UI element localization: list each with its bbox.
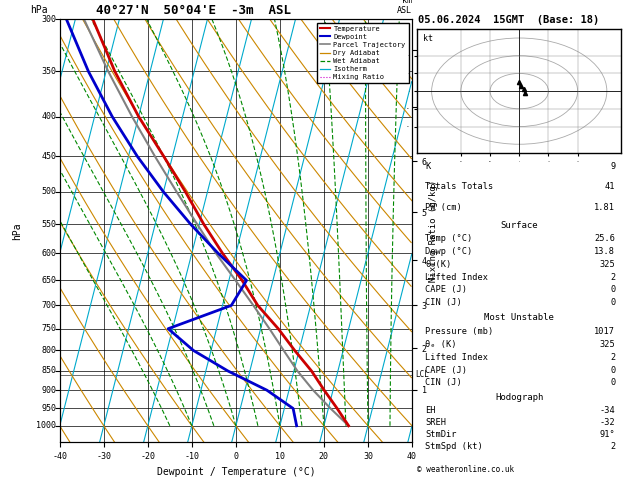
Text: 41: 41	[605, 182, 615, 191]
Text: 1000: 1000	[36, 421, 56, 430]
Text: km
ASL: km ASL	[397, 0, 412, 15]
Text: -32: -32	[599, 417, 615, 427]
Text: 950: 950	[42, 404, 56, 413]
Text: 9: 9	[610, 162, 615, 171]
Text: 850: 850	[42, 366, 56, 376]
Text: 600: 600	[42, 249, 56, 258]
Text: Totals Totals: Totals Totals	[425, 182, 494, 191]
Text: Temp (°C): Temp (°C)	[425, 234, 472, 243]
Text: 0: 0	[610, 365, 615, 375]
Text: 0: 0	[610, 298, 615, 307]
Text: 300: 300	[42, 15, 56, 24]
Text: 0: 0	[610, 379, 615, 387]
Text: K: K	[425, 162, 430, 171]
Text: 400: 400	[42, 112, 56, 121]
Text: 13.8: 13.8	[594, 247, 615, 256]
Text: 450: 450	[42, 152, 56, 161]
Text: θₑ(K): θₑ(K)	[425, 260, 452, 269]
Text: CIN (J): CIN (J)	[425, 298, 462, 307]
Text: 800: 800	[42, 346, 56, 355]
Text: 900: 900	[42, 386, 56, 395]
Y-axis label: Mixing Ratio (g/kg): Mixing Ratio (g/kg)	[430, 180, 438, 282]
Text: hPa: hPa	[30, 5, 47, 15]
Text: 700: 700	[42, 301, 56, 310]
Text: θₑ (K): θₑ (K)	[425, 340, 457, 348]
Text: EH: EH	[425, 405, 436, 415]
X-axis label: Dewpoint / Temperature (°C): Dewpoint / Temperature (°C)	[157, 467, 315, 477]
Text: Dewp (°C): Dewp (°C)	[425, 247, 472, 256]
Y-axis label: hPa: hPa	[12, 222, 22, 240]
Text: Most Unstable: Most Unstable	[484, 313, 554, 322]
Text: Hodograph: Hodograph	[495, 393, 543, 402]
Text: 350: 350	[42, 67, 56, 76]
Text: 650: 650	[42, 276, 56, 285]
Text: Lifted Index: Lifted Index	[425, 352, 488, 362]
Text: -34: -34	[599, 405, 615, 415]
Text: Lifted Index: Lifted Index	[425, 273, 488, 282]
Text: PW (cm): PW (cm)	[425, 203, 462, 212]
Text: kt: kt	[423, 35, 433, 43]
Text: SREH: SREH	[425, 417, 446, 427]
Text: 2: 2	[610, 442, 615, 451]
Text: 25.6: 25.6	[594, 234, 615, 243]
Title: 40°27'N  50°04'E  -3m  ASL: 40°27'N 50°04'E -3m ASL	[96, 4, 291, 17]
Text: 750: 750	[42, 324, 56, 333]
Text: 05.06.2024  15GMT  (Base: 18): 05.06.2024 15GMT (Base: 18)	[418, 15, 599, 25]
Text: LCL: LCL	[416, 370, 430, 380]
Text: Pressure (mb): Pressure (mb)	[425, 327, 494, 336]
Text: 550: 550	[42, 220, 56, 228]
Text: 0: 0	[610, 285, 615, 295]
Text: 1.81: 1.81	[594, 203, 615, 212]
Text: 325: 325	[599, 340, 615, 348]
Text: 91°: 91°	[599, 430, 615, 439]
Text: 2: 2	[610, 352, 615, 362]
Text: CAPE (J): CAPE (J)	[425, 365, 467, 375]
Text: CAPE (J): CAPE (J)	[425, 285, 467, 295]
Text: 325: 325	[599, 260, 615, 269]
Text: 500: 500	[42, 187, 56, 196]
Text: CIN (J): CIN (J)	[425, 379, 462, 387]
Text: © weatheronline.co.uk: © weatheronline.co.uk	[417, 465, 514, 474]
Text: StmDir: StmDir	[425, 430, 457, 439]
Text: 1017: 1017	[594, 327, 615, 336]
Text: StmSpd (kt): StmSpd (kt)	[425, 442, 483, 451]
Text: Surface: Surface	[501, 221, 538, 229]
Legend: Temperature, Dewpoint, Parcel Trajectory, Dry Adiabat, Wet Adiabat, Isotherm, Mi: Temperature, Dewpoint, Parcel Trajectory…	[317, 23, 408, 83]
Text: 2: 2	[610, 273, 615, 282]
